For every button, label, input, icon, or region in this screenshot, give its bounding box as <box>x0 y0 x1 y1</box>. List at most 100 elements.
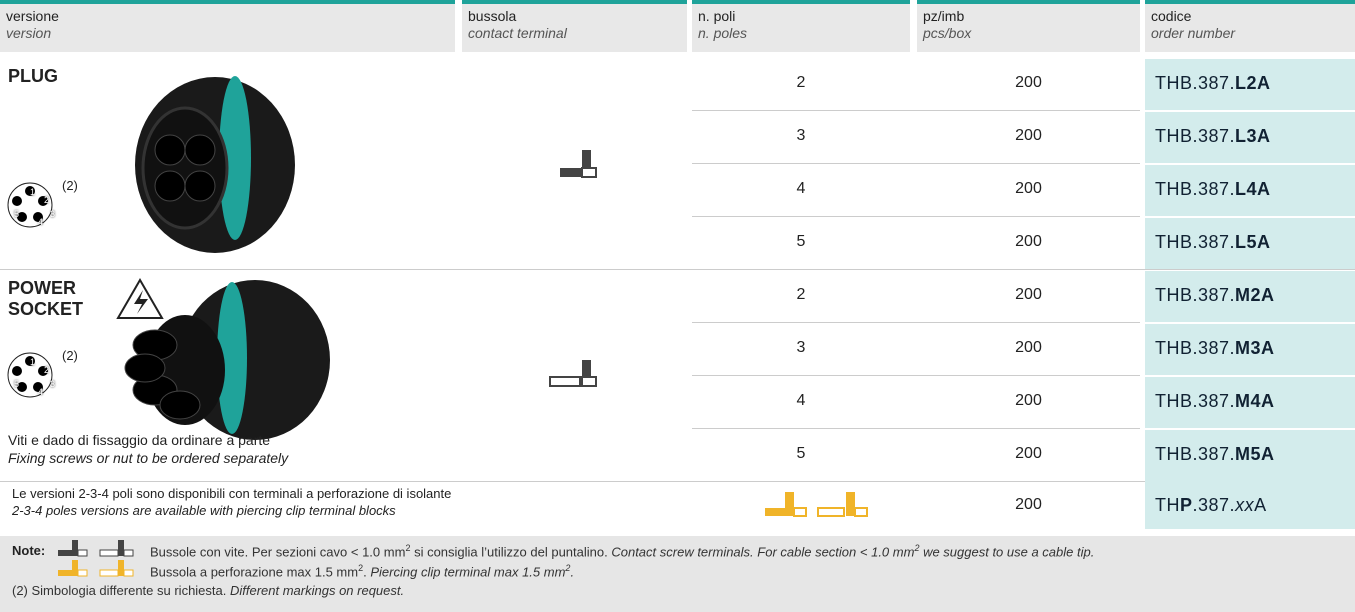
poles: 2 <box>796 74 806 91</box>
pin-number: 2 <box>44 195 50 205</box>
code: THB.387.M3A <box>1145 324 1355 375</box>
text-part: M3A <box>1235 338 1275 358</box>
code: THP.387.xxA <box>1145 481 1355 529</box>
text-part: 2 <box>565 563 571 573</box>
header-label: bussola <box>468 8 517 24</box>
row-line <box>692 163 1140 164</box>
note-line: Bussola a perforazione max 1.5 mm2. Pier… <box>150 563 574 579</box>
pin-note: (2) <box>62 178 78 193</box>
row-line <box>692 375 1140 376</box>
code: THB.387.L3A <box>1145 112 1355 163</box>
plug-image <box>135 76 295 253</box>
text-part: 2 <box>405 543 411 553</box>
screw-terminal-icon <box>560 150 597 178</box>
note-line: Bussole con vite. Per sezioni cavo < 1.0… <box>150 543 1094 559</box>
note-bg <box>0 536 1355 612</box>
header-label: codice <box>1151 8 1192 24</box>
row-line <box>692 322 1140 323</box>
text-part: . <box>570 564 575 580</box>
text-part: Different markings on request. <box>229 583 405 598</box>
note-line: (2) Simbologia differente su richiesta. … <box>12 583 404 598</box>
header-label: pz/imb <box>923 8 965 24</box>
text-part: THB.387. <box>1155 73 1236 93</box>
pin-number: 3 <box>50 209 56 219</box>
pcs: 200 <box>1015 127 1042 144</box>
screw-terminal-icon <box>549 360 597 387</box>
text-part: THB.387. <box>1155 285 1236 305</box>
text-part: THB.387. <box>1155 391 1236 411</box>
poles: 3 <box>796 127 806 144</box>
pcs: 200 <box>1015 233 1042 250</box>
pcs: 200 <box>1015 496 1042 513</box>
text-part: Bussole con vite. Per sezioni cavo < 1.0… <box>150 544 406 560</box>
header-sub: version <box>6 25 52 41</box>
text-part: M5A <box>1235 444 1275 464</box>
text-part: L3A <box>1235 126 1271 146</box>
row-line <box>692 428 1140 429</box>
pin-number: 1 <box>30 357 36 367</box>
pcs: 200 <box>1015 445 1042 462</box>
section-title: POWER SOCKET <box>8 278 84 319</box>
code: THB.387.M4A <box>1145 377 1355 428</box>
row-line <box>692 110 1140 111</box>
header-label: n. poli <box>698 8 736 24</box>
header-sub: n. poles <box>698 25 748 41</box>
text-part: L4A <box>1235 179 1271 199</box>
text-part: THB.387. <box>1155 126 1236 146</box>
text-part: (2) Simbologia differente su richiesta. <box>12 583 230 598</box>
pcs: 200 <box>1015 180 1042 197</box>
section-line <box>0 481 1355 482</box>
text-part: TH <box>1155 495 1180 515</box>
section-line <box>0 269 1355 270</box>
pcs: 200 <box>1015 286 1042 303</box>
pcs: 200 <box>1015 392 1042 409</box>
text-part: we suggest to use a cable tip. <box>919 544 1095 560</box>
header-cell: bussola contact terminal <box>462 0 687 52</box>
piercing-icon <box>817 492 868 517</box>
poles: 5 <box>796 233 806 250</box>
text-part: P <box>1180 495 1193 515</box>
pin-number: 4 <box>38 217 44 227</box>
text-part: THB.387. <box>1155 444 1236 464</box>
header-cell: pz/imb pcs/box <box>917 0 1140 52</box>
text-part: xx <box>1235 495 1255 515</box>
pin-number: 4 <box>38 387 44 397</box>
header-sub: order number <box>1151 25 1236 41</box>
section-title: PLUG <box>8 66 59 86</box>
text-part: THB.387. <box>1155 232 1236 252</box>
code: THB.387.M2A <box>1145 271 1355 322</box>
code: THB.387.M5A <box>1145 430 1355 481</box>
text-part: 2 <box>914 543 920 553</box>
text-part: 2 <box>358 563 364 573</box>
header-cell: n. poli n. poles <box>692 0 910 52</box>
text-part: THB.387. <box>1155 338 1236 358</box>
text-part: M4A <box>1235 391 1275 411</box>
code: THB.387.L5A <box>1145 218 1355 269</box>
socket-image <box>124 280 330 440</box>
pin-number: 1 <box>30 187 36 197</box>
pin-number: 5 <box>14 209 20 219</box>
pin-number: 5 <box>14 379 20 389</box>
code: THB.387.L2A <box>1145 59 1355 110</box>
text-part: .387. <box>1192 495 1236 515</box>
pin-diagram <box>7 182 53 228</box>
pin-diagram <box>7 352 53 398</box>
text-part: si consiglia l’utilizzo del puntalino. <box>410 544 612 560</box>
row-line <box>692 216 1140 217</box>
header-cell: versione version <box>0 0 455 52</box>
footnote-en: Fixing screws or nut to be ordered separ… <box>8 450 289 466</box>
poles: 3 <box>796 339 806 356</box>
poles: 4 <box>796 180 806 197</box>
text-part: Piercing clip terminal max 1.5 mm <box>370 564 566 580</box>
poles: 4 <box>796 392 806 409</box>
note-icons <box>58 540 134 577</box>
warning-icon <box>116 278 164 319</box>
note-label: Note: <box>12 543 46 558</box>
code: THB.387.L4A <box>1145 165 1355 216</box>
text-part: Contact screw terminals. For cable secti… <box>611 544 915 560</box>
text-part: THB.387. <box>1155 179 1236 199</box>
text-part: L2A <box>1235 73 1271 93</box>
pin-number: 3 <box>50 379 56 389</box>
